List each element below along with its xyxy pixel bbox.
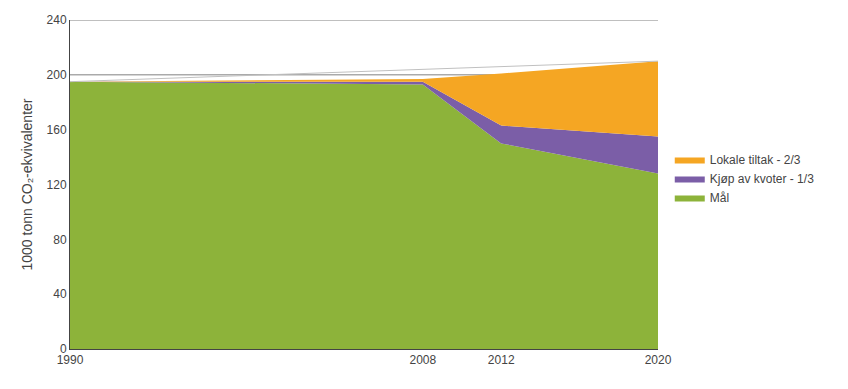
svg-text:1000 tonn CO₂-ekvivalenter: 1000 tonn CO₂-ekvivalenter (19, 98, 35, 270)
svg-text:120: 120 (47, 178, 67, 192)
svg-text:2008: 2008 (409, 353, 436, 367)
svg-text:40: 40 (53, 287, 67, 301)
svg-text:2020: 2020 (645, 353, 672, 367)
svg-text:0: 0 (60, 342, 67, 356)
svg-text:2012: 2012 (488, 353, 515, 367)
svg-text:80: 80 (53, 233, 67, 247)
svg-text:Kjøp av kvoter - 1/3: Kjøp av kvoter - 1/3 (710, 172, 814, 186)
svg-text:Lokale tiltak - 2/3: Lokale tiltak - 2/3 (710, 153, 801, 167)
svg-text:1990: 1990 (57, 353, 84, 367)
svg-text:240: 240 (47, 13, 67, 27)
svg-text:200: 200 (47, 68, 67, 82)
svg-text:Mål: Mål (710, 191, 729, 205)
svg-text:160: 160 (47, 123, 67, 137)
